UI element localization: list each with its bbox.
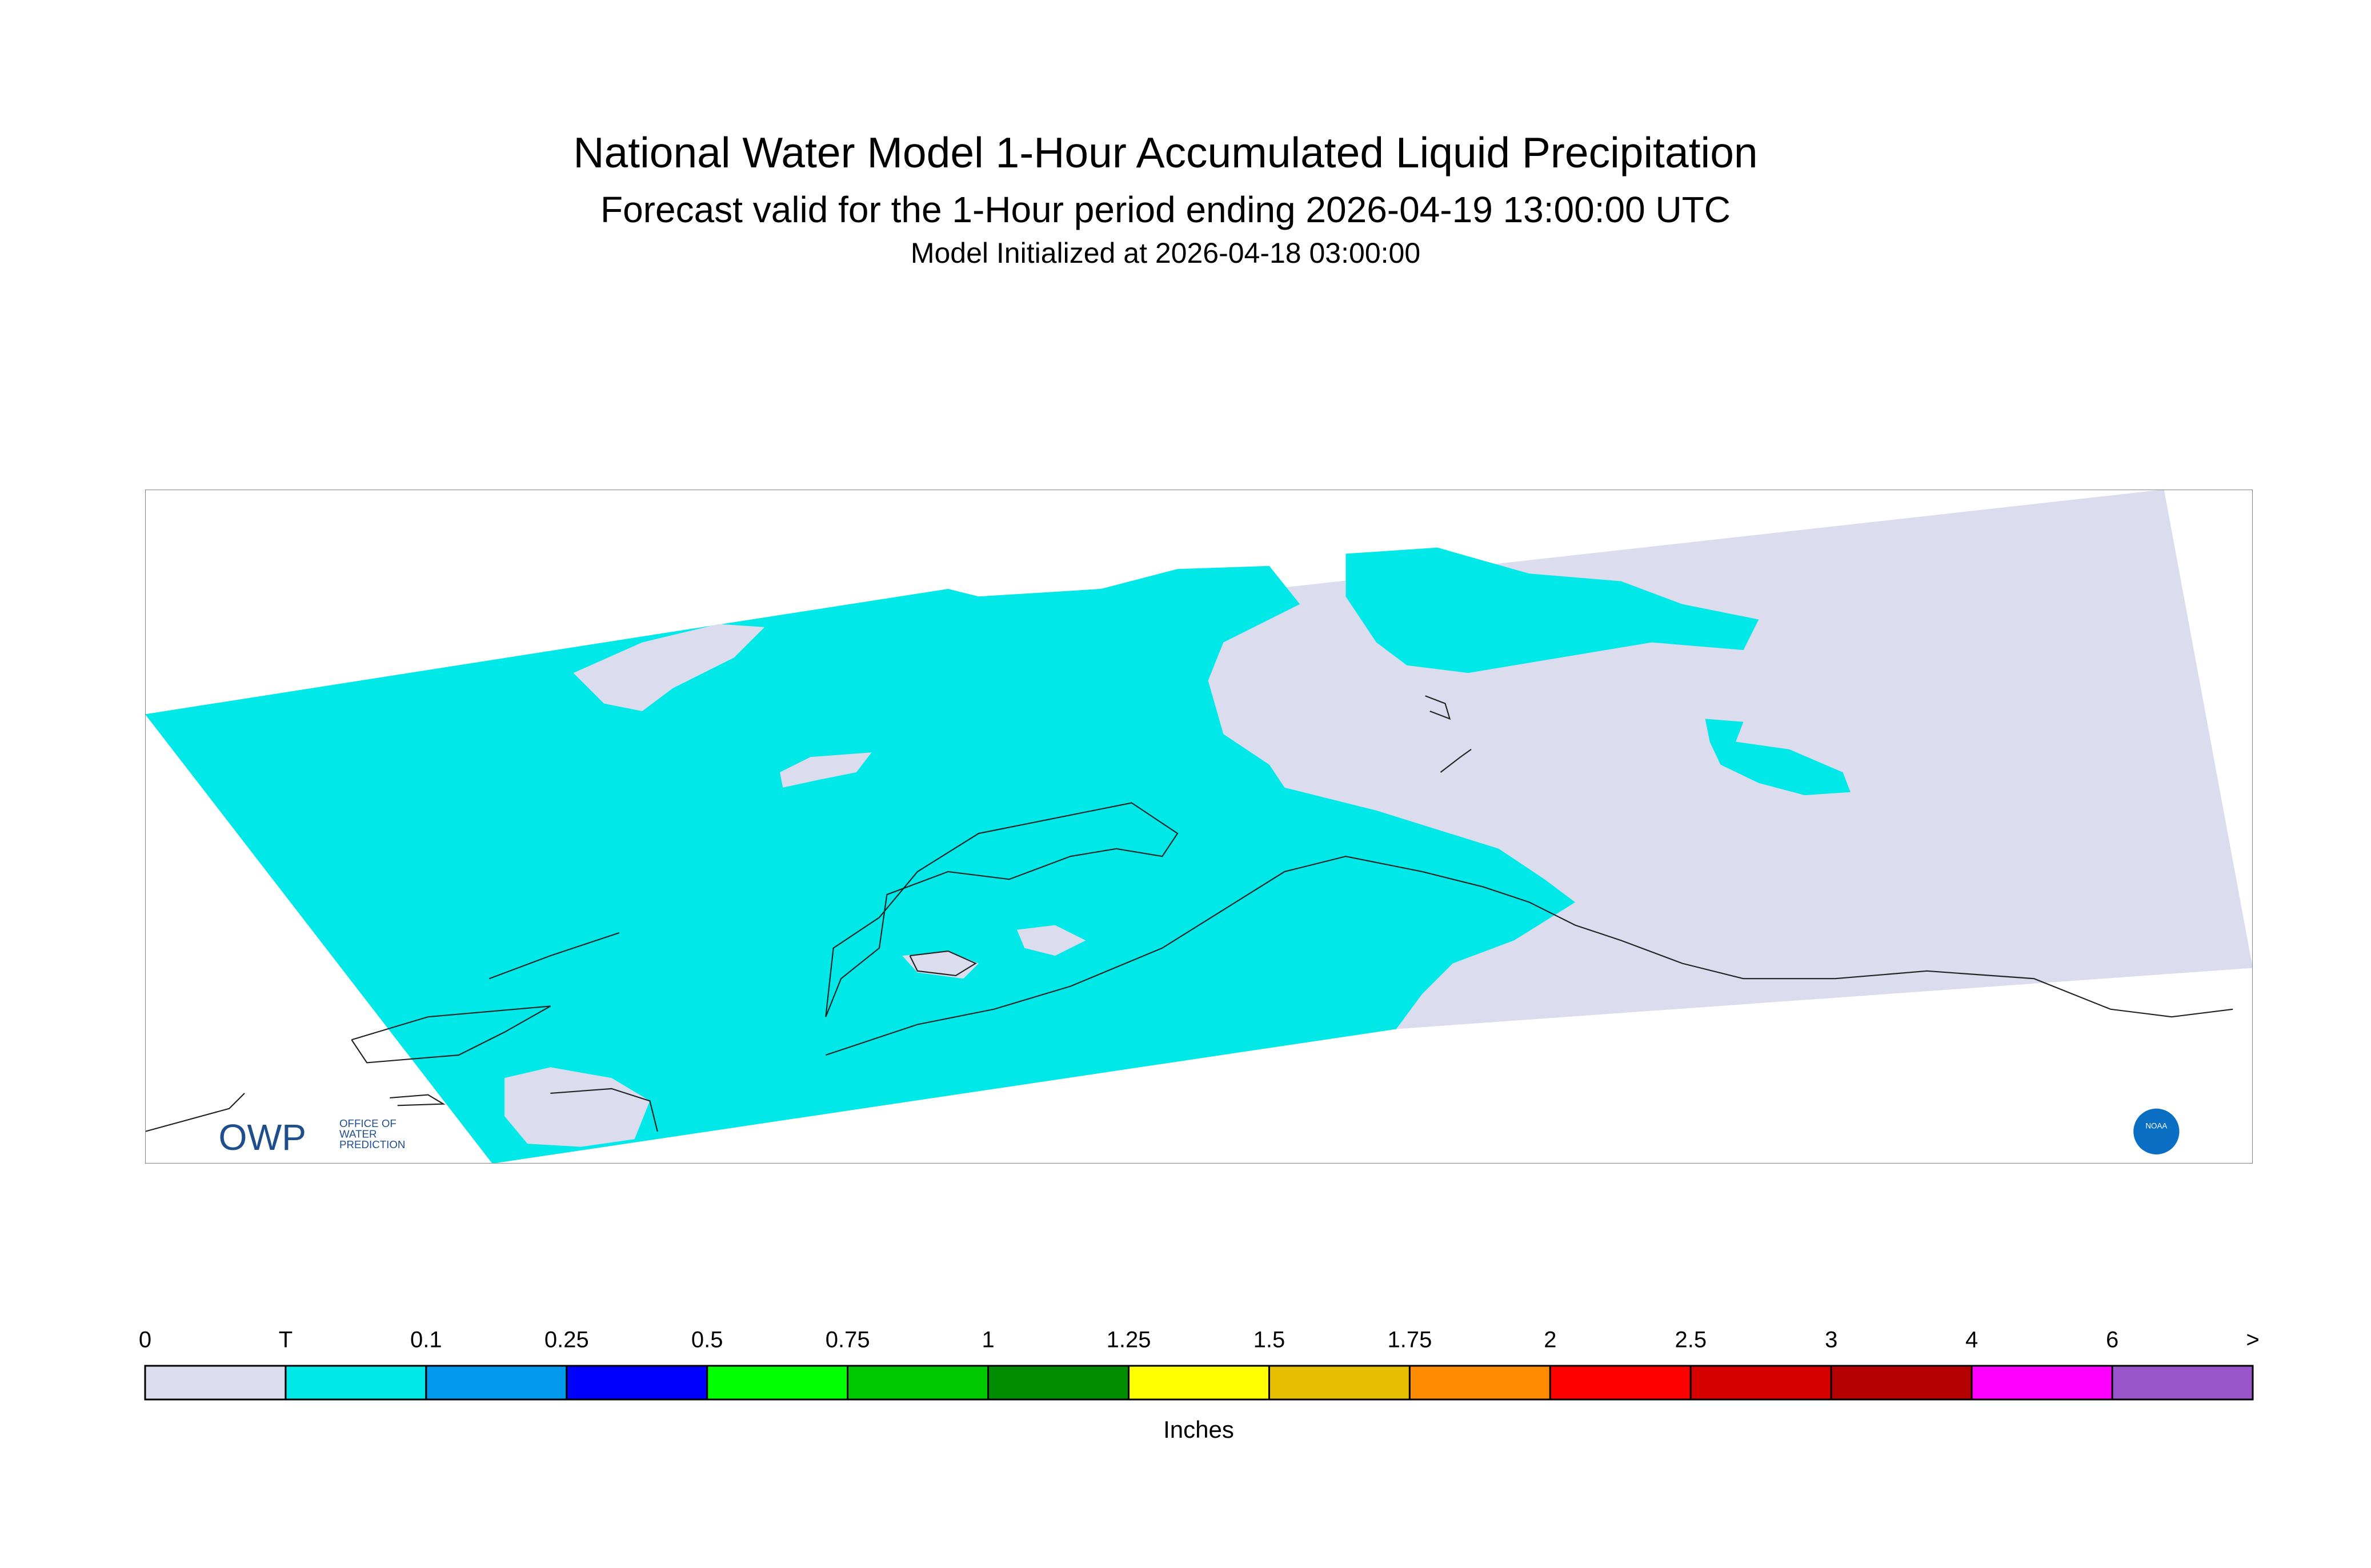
coastline [550, 1088, 658, 1132]
colorbar-box [144, 1365, 287, 1401]
title: National Water Model 1-Hour Accumulated … [573, 129, 1757, 177]
coastline [488, 932, 620, 980]
colorbar-box [1830, 1365, 1973, 1401]
owp-logo-text: OWP [218, 1117, 306, 1158]
noaa-logo-text: NOAA [2145, 1121, 2167, 1130]
coastline [145, 1093, 245, 1132]
colorbar-box [425, 1365, 568, 1401]
coastline [825, 856, 2233, 1056]
subtitle: Forecast valid for the 1-Hour period end… [600, 189, 1731, 230]
precip-area [1705, 719, 1851, 796]
colorbar-label: 0.1 [410, 1328, 442, 1353]
colorbar-label: 0.5 [691, 1328, 723, 1353]
colorbar-label: 1.75 [1387, 1328, 1432, 1353]
init-time: Model Initialized at 2026-04-18 03:00:00 [911, 237, 1420, 269]
colorbar-label: 6 [2106, 1328, 2118, 1353]
colorbar-label: 3 [1825, 1328, 1837, 1353]
coastline [351, 1005, 551, 1064]
colorbar-box [847, 1365, 990, 1401]
colorbar-label: 4 [1965, 1328, 1978, 1353]
colorbar-label: 0 [139, 1328, 151, 1353]
colorbar-label: 1 [982, 1328, 994, 1353]
map: OWP OFFICE OF WATER PREDICTION NOAA [145, 490, 2253, 1164]
dry-area [573, 624, 765, 711]
owp-logo-line: WATER [339, 1128, 377, 1140]
colorbar-label: 1.25 [1107, 1328, 1151, 1353]
coastline [1425, 695, 1451, 720]
coastline [390, 1094, 446, 1106]
colorbar-box [1128, 1365, 1270, 1401]
dry-area [504, 1067, 650, 1147]
precip-area [1345, 547, 1759, 673]
colorbar-box [2111, 1365, 2254, 1401]
colorbar-label: T [279, 1328, 293, 1353]
colorbar-label: 0.75 [826, 1328, 870, 1353]
colorbar-box [285, 1365, 427, 1401]
colorbar-box [1971, 1365, 2113, 1401]
colorbar-unit: Inches [1163, 1416, 1234, 1443]
coastline [909, 950, 977, 976]
precip-area [145, 566, 1576, 1164]
colorbar-label: 2 [1544, 1328, 1556, 1353]
owp-logo-line: OFFICE OF [339, 1117, 396, 1129]
colorbar-label: 0.25 [544, 1328, 589, 1353]
colorbar-label: 1.5 [1253, 1328, 1285, 1353]
owp-logo: OWP OFFICE OF WATER PREDICTION [218, 1117, 405, 1158]
owp-logo-line: PREDICTION [339, 1138, 405, 1150]
colorbar-box [1408, 1365, 1551, 1401]
noaa-logo-circle [2133, 1108, 2180, 1154]
colorbar-box [1268, 1365, 1411, 1401]
coastline [825, 802, 1179, 1017]
colorbar-box [566, 1365, 708, 1401]
coastline [1440, 749, 1472, 773]
colorbar-box [706, 1365, 849, 1401]
colorbar-label: > [2246, 1328, 2259, 1353]
colorbar-box [1689, 1365, 1832, 1401]
colorbar-box [987, 1365, 1130, 1401]
colorbar-box [1549, 1365, 1692, 1401]
colorbar: 0 T 0.1 0.25 0.5 0.75 1 1.25 1.5 1.75 2 2.5 3 4 6 > [139, 1328, 2260, 1401]
noaa-logo: NOAA [2133, 1108, 2180, 1154]
dry-area [779, 752, 872, 788]
dry-area [1016, 925, 1086, 956]
coastline [145, 695, 2233, 1132]
colorbar-label: 2.5 [1675, 1328, 1707, 1353]
